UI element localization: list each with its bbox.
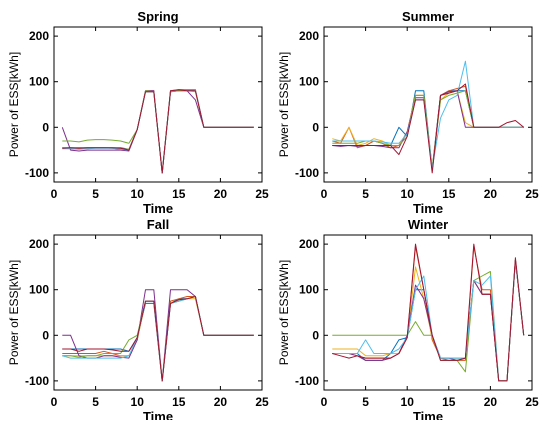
x-tick-label: 25: [525, 395, 539, 409]
y-tick-label: 0: [312, 328, 319, 342]
y-axis-label: Power of ESS[kWh]: [7, 52, 21, 157]
y-tick-label: 0: [42, 328, 49, 342]
y-axis-label: Power of ESS[kWh]: [277, 260, 291, 365]
x-tick-label: 0: [321, 395, 328, 409]
y-tick-label: 200: [299, 29, 319, 43]
y-tick-label: -100: [295, 374, 319, 388]
y-tick-label: 100: [29, 75, 49, 89]
y-tick-label: 100: [29, 283, 49, 297]
subplot-title: Fall: [147, 217, 169, 232]
x-axis-label: Time: [143, 409, 173, 420]
x-tick-label: 5: [362, 187, 369, 201]
x-tick-label: 5: [362, 395, 369, 409]
axes-box: [323, 26, 533, 183]
y-tick-label: -100: [25, 374, 49, 388]
series-line-7: [332, 243, 525, 382]
x-tick-label: 20: [484, 187, 498, 201]
y-tick-label: 100: [299, 283, 319, 297]
x-tick-label: 10: [401, 187, 415, 201]
series-line-6: [332, 259, 525, 382]
x-tick-label: 0: [321, 187, 328, 201]
y-tick-label: 100: [299, 75, 319, 89]
x-tick-label: 10: [131, 187, 145, 201]
y-tick-label: -100: [25, 166, 49, 180]
x-tick-label: 10: [131, 395, 145, 409]
y-tick-label: 0: [42, 120, 49, 134]
axes-box: [53, 26, 263, 183]
series-group: [332, 60, 525, 174]
x-tick-label: 25: [525, 187, 539, 201]
axes-box: [53, 234, 263, 391]
y-axis-label: Power of ESS[kWh]: [277, 52, 291, 157]
x-tick-label: 15: [172, 187, 186, 201]
series-group: [62, 289, 254, 382]
x-tick-label: 20: [214, 187, 228, 201]
x-tick-label: 25: [255, 187, 269, 201]
x-tick-label: 20: [214, 395, 228, 409]
y-tick-label: -100: [295, 166, 319, 180]
subplot-title: Spring: [137, 9, 178, 24]
x-tick-label: 0: [51, 395, 58, 409]
y-tick-label: 200: [29, 237, 49, 251]
x-tick-label: 20: [484, 395, 498, 409]
x-tick-label: 10: [401, 395, 415, 409]
series-line-7: [332, 83, 525, 174]
x-tick-label: 15: [172, 395, 186, 409]
series-line-7: [62, 89, 254, 174]
series-group: [332, 243, 525, 382]
x-axis-label: Time: [143, 201, 173, 216]
x-tick-label: 5: [92, 395, 99, 409]
x-tick-label: 0: [51, 187, 58, 201]
x-tick-label: 5: [92, 187, 99, 201]
y-tick-label: 200: [299, 237, 319, 251]
y-axis-label: Power of ESS[kWh]: [7, 260, 21, 365]
y-tick-label: 0: [312, 120, 319, 134]
x-axis-label: Time: [413, 201, 443, 216]
x-axis-label: Time: [413, 409, 443, 420]
x-tick-label: 15: [442, 395, 456, 409]
x-tick-label: 25: [255, 395, 269, 409]
subplot-title: Summer: [402, 9, 454, 24]
series-group: [61, 89, 254, 174]
subplot-title: Winter: [408, 217, 448, 232]
y-tick-label: 200: [29, 29, 49, 43]
x-tick-label: 15: [442, 187, 456, 201]
series-line-7: [62, 296, 254, 382]
